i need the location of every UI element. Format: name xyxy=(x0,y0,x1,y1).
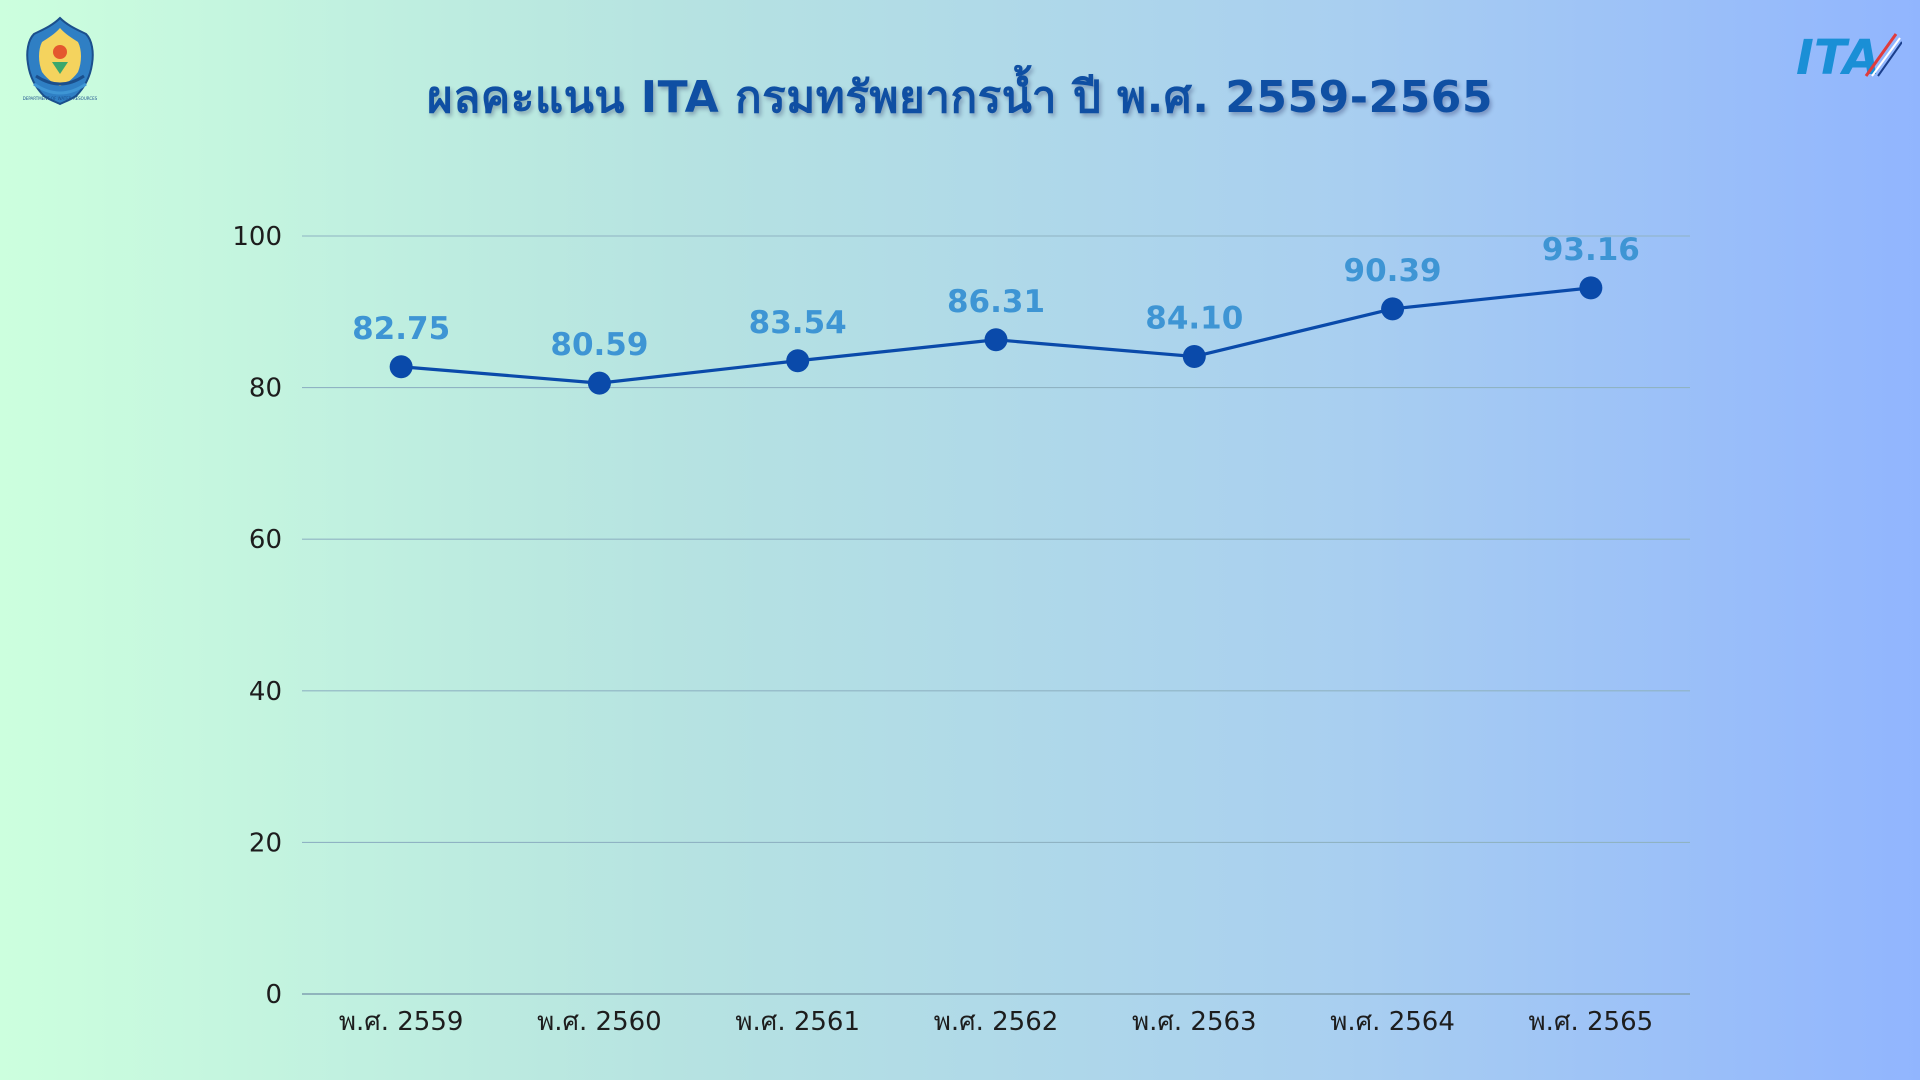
data-label: 93.16 xyxy=(1542,232,1640,268)
data-label: 90.39 xyxy=(1344,253,1442,289)
data-label: 83.54 xyxy=(749,305,847,341)
x-tick-label: พ.ศ. 2562 xyxy=(934,1007,1059,1037)
x-tick-label: พ.ศ. 2563 xyxy=(1132,1007,1257,1037)
y-tick-label: 20 xyxy=(249,828,282,858)
y-tick-label: 100 xyxy=(232,222,282,252)
data-point xyxy=(1579,276,1603,300)
department-of-water-resources-emblem-icon: DEPARTMENT OF WATER RESOURCES xyxy=(23,16,98,106)
x-tick-label: พ.ศ. 2564 xyxy=(1330,1007,1455,1037)
data-point xyxy=(587,371,611,395)
data-label: 80.59 xyxy=(550,327,648,363)
data-point xyxy=(1381,297,1405,321)
data-point xyxy=(786,349,810,373)
y-tick-label: 60 xyxy=(249,525,282,555)
chart-title: ผลคะแนน ITA กรมทรัพยากรน้ำ ปี พ.ศ. 2559-… xyxy=(427,72,1493,123)
ita-logo-icon: ITA xyxy=(1796,30,1902,80)
emblem-text: DEPARTMENT OF WATER RESOURCES xyxy=(23,96,98,101)
data-label: 84.10 xyxy=(1145,301,1243,337)
x-tick-label: พ.ศ. 2559 xyxy=(339,1007,464,1037)
ita-logo-text: ITA xyxy=(1796,30,1880,80)
y-tick-label: 0 xyxy=(265,980,282,1010)
data-label: 86.31 xyxy=(947,284,1045,320)
y-tick-label: 40 xyxy=(249,677,282,707)
data-label: 82.75 xyxy=(352,311,450,347)
y-tick-label: 80 xyxy=(249,374,282,404)
data-point xyxy=(389,355,413,379)
x-tick-label: พ.ศ. 2565 xyxy=(1529,1007,1654,1037)
x-tick-label: พ.ศ. 2561 xyxy=(735,1007,860,1037)
x-tick-label: พ.ศ. 2560 xyxy=(537,1007,662,1037)
data-point xyxy=(984,328,1008,352)
data-point xyxy=(1182,345,1206,369)
